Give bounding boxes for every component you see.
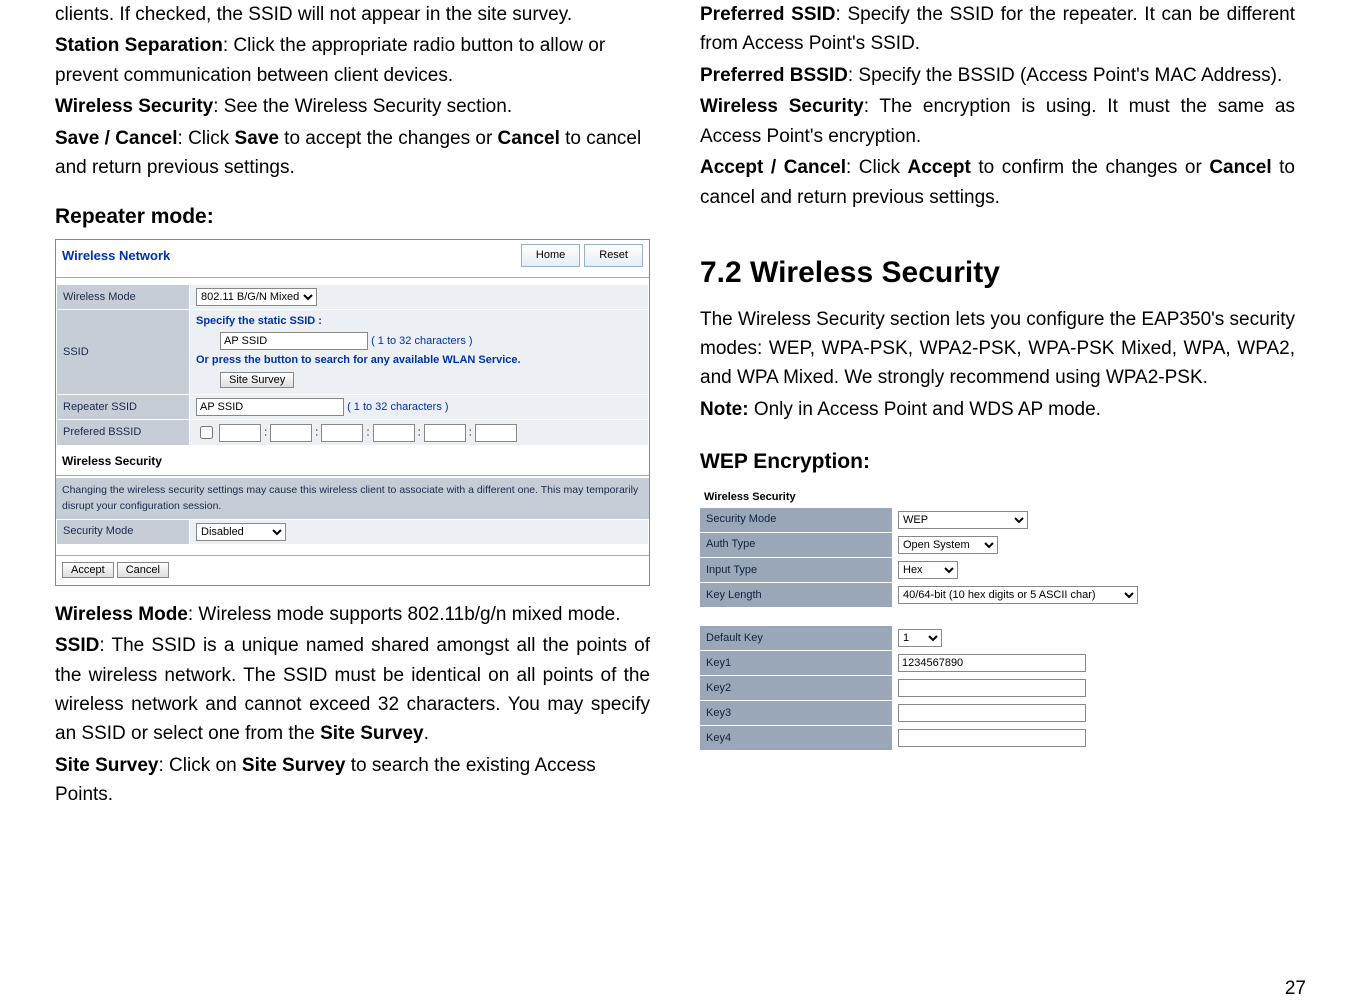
- save-bold: Save: [235, 128, 279, 149]
- wep-input-label: Input Type: [700, 558, 892, 583]
- bssid-seg-2[interactable]: [270, 424, 312, 442]
- note-label: Note:: [700, 399, 749, 420]
- wep-key2-label: Key2: [700, 676, 892, 701]
- ssid-bold: Site Survey: [320, 723, 424, 744]
- wep-key1-label: Key1: [700, 651, 892, 676]
- repeater-mode-heading: Repeater mode:: [55, 201, 650, 234]
- bssid-seg-3[interactable]: [321, 424, 363, 442]
- repeater-screenshot: Wireless Network Home Reset Wireless Mod…: [55, 239, 650, 585]
- wireless-mode-label: Wireless Mode: [55, 604, 188, 625]
- wep-key2-input[interactable]: [898, 679, 1086, 697]
- sc-wireless-security-heading: Wireless Security: [56, 446, 649, 473]
- survey-text1: : Click on: [159, 755, 242, 776]
- wep-defkey-label: Default Key: [700, 626, 892, 651]
- accept-bold: Accept: [908, 157, 971, 178]
- save-cancel-label: Save / Cancel: [55, 128, 178, 149]
- bssid-seg-5[interactable]: [424, 424, 466, 442]
- repeater-chars: ( 1 to 32 characters ): [347, 401, 449, 413]
- ssid-line2: Or press the button to search for any av…: [196, 352, 642, 369]
- wireless-security-text: : See the Wireless Security section.: [213, 96, 512, 117]
- wireless-mode-text: : Wireless mode supports 802.11b/g/n mix…: [188, 604, 621, 625]
- preferred-ssid-line: Preferred SSID: Specify the SSID for the…: [700, 0, 1295, 59]
- wep-key4-input[interactable]: [898, 729, 1086, 747]
- wep-keylen-label: Key Length: [700, 583, 892, 608]
- note-line: Note: Only in Access Point and WDS AP mo…: [700, 395, 1295, 424]
- page-number: 27: [1285, 978, 1306, 1000]
- station-separation-label: Station Separation: [55, 35, 223, 56]
- survey-bold: Site Survey: [242, 755, 346, 776]
- ssid-chars: ( 1 to 32 characters ): [371, 335, 473, 347]
- sc-title: Wireless Network: [62, 246, 517, 266]
- preferred-bssid-text: : Specify the BSSID (Access Point's MAC …: [848, 65, 1282, 86]
- save-cancel-line: Save / Cancel: Click Save to accept the …: [55, 124, 650, 183]
- wep-keylen-select[interactable]: 40/64-bit (10 hex digits or 5 ASCII char…: [898, 586, 1138, 604]
- wep-secmode-label: Security Mode: [700, 508, 892, 533]
- save-text1: : Click: [178, 128, 235, 149]
- wep-heading: WEP Encryption:: [700, 446, 1295, 479]
- row-security-mode-label: Security Mode: [57, 519, 190, 544]
- station-separation: Station Separation: Click the appropriat…: [55, 31, 650, 90]
- survey-label: Site Survey: [55, 755, 159, 776]
- wep-screenshot: Wireless Security Security Mode WEP Auth…: [700, 485, 1180, 751]
- wep-key1-input[interactable]: [898, 654, 1086, 672]
- accept-text1: : Click: [846, 157, 908, 178]
- ssid-desc: SSID: The SSID is a unique named shared …: [55, 631, 650, 749]
- preferred-bssid-label: Preferred BSSID: [700, 65, 848, 86]
- preferred-bssid-line: Preferred BSSID: Specify the BSSID (Acce…: [700, 61, 1295, 90]
- bssid-checkbox[interactable]: [200, 426, 213, 439]
- bssid-seg-1[interactable]: [219, 424, 261, 442]
- accept-text2: to confirm the changes or: [971, 157, 1209, 178]
- bssid-seg-4[interactable]: [373, 424, 415, 442]
- wep-key4-label: Key4: [700, 726, 892, 751]
- ssid-text2: .: [424, 723, 429, 744]
- reset-button[interactable]: Reset: [584, 244, 643, 267]
- row-wireless-mode-label: Wireless Mode: [57, 285, 190, 310]
- wireless-security-desc: Wireless Security: The encryption is usi…: [700, 92, 1295, 151]
- wireless-mode-select[interactable]: 802.11 B/G/N Mixed: [196, 288, 317, 306]
- right-wsec-label: Wireless Security: [700, 96, 864, 117]
- accept-cancel-label: Accept / Cancel: [700, 157, 846, 178]
- cancel-button[interactable]: Cancel: [117, 562, 169, 578]
- wep-defkey-select[interactable]: 1: [898, 629, 942, 647]
- right-cancel-bold: Cancel: [1209, 157, 1271, 178]
- site-survey-desc: Site Survey: Click on Site Survey to sea…: [55, 751, 650, 810]
- wep-key3-input[interactable]: [898, 704, 1086, 722]
- wep-input-select[interactable]: Hex: [898, 561, 958, 579]
- row-repeater-ssid-label: Repeater SSID: [57, 395, 190, 420]
- ssid-label: SSID: [55, 635, 99, 656]
- section-heading: 7.2 Wireless Security: [700, 250, 1295, 297]
- wireless-security-label: Wireless Security: [55, 96, 213, 117]
- row-ssid-label: SSID: [57, 310, 190, 395]
- intro-text: clients. If checked, the SSID will not a…: [55, 0, 650, 29]
- note-text: Only in Access Point and WDS AP mode.: [749, 399, 1101, 420]
- ssid-input[interactable]: [220, 332, 368, 350]
- security-mode-select[interactable]: Disabled: [196, 523, 286, 541]
- home-button[interactable]: Home: [521, 244, 580, 267]
- cancel-bold: Cancel: [498, 128, 560, 149]
- repeater-ssid-input[interactable]: [196, 398, 344, 416]
- wep-auth-label: Auth Type: [700, 532, 892, 557]
- preferred-ssid-label: Preferred SSID: [700, 4, 836, 25]
- wep-auth-select[interactable]: Open System: [898, 536, 998, 554]
- accept-cancel-line: Accept / Cancel: Click Accept to confirm…: [700, 153, 1295, 212]
- wireless-security-line: Wireless Security: See the Wireless Secu…: [55, 92, 650, 121]
- row-prefered-bssid-label: Prefered BSSID: [57, 420, 190, 446]
- bssid-seg-6[interactable]: [475, 424, 517, 442]
- section-text: The Wireless Security section lets you c…: [700, 305, 1295, 393]
- site-survey-button[interactable]: Site Survey: [220, 372, 294, 388]
- sc-warning: Changing the wireless security settings …: [56, 478, 649, 519]
- ssid-line1: Specify the static SSID :: [196, 313, 642, 330]
- wep-secmode-select[interactable]: WEP: [898, 511, 1028, 529]
- wireless-mode-desc: Wireless Mode: Wireless mode supports 80…: [55, 600, 650, 629]
- accept-button[interactable]: Accept: [62, 562, 114, 578]
- save-text2: to accept the changes or: [279, 128, 498, 149]
- wep-key3-label: Key3: [700, 701, 892, 726]
- wep-title: Wireless Security: [700, 485, 1180, 508]
